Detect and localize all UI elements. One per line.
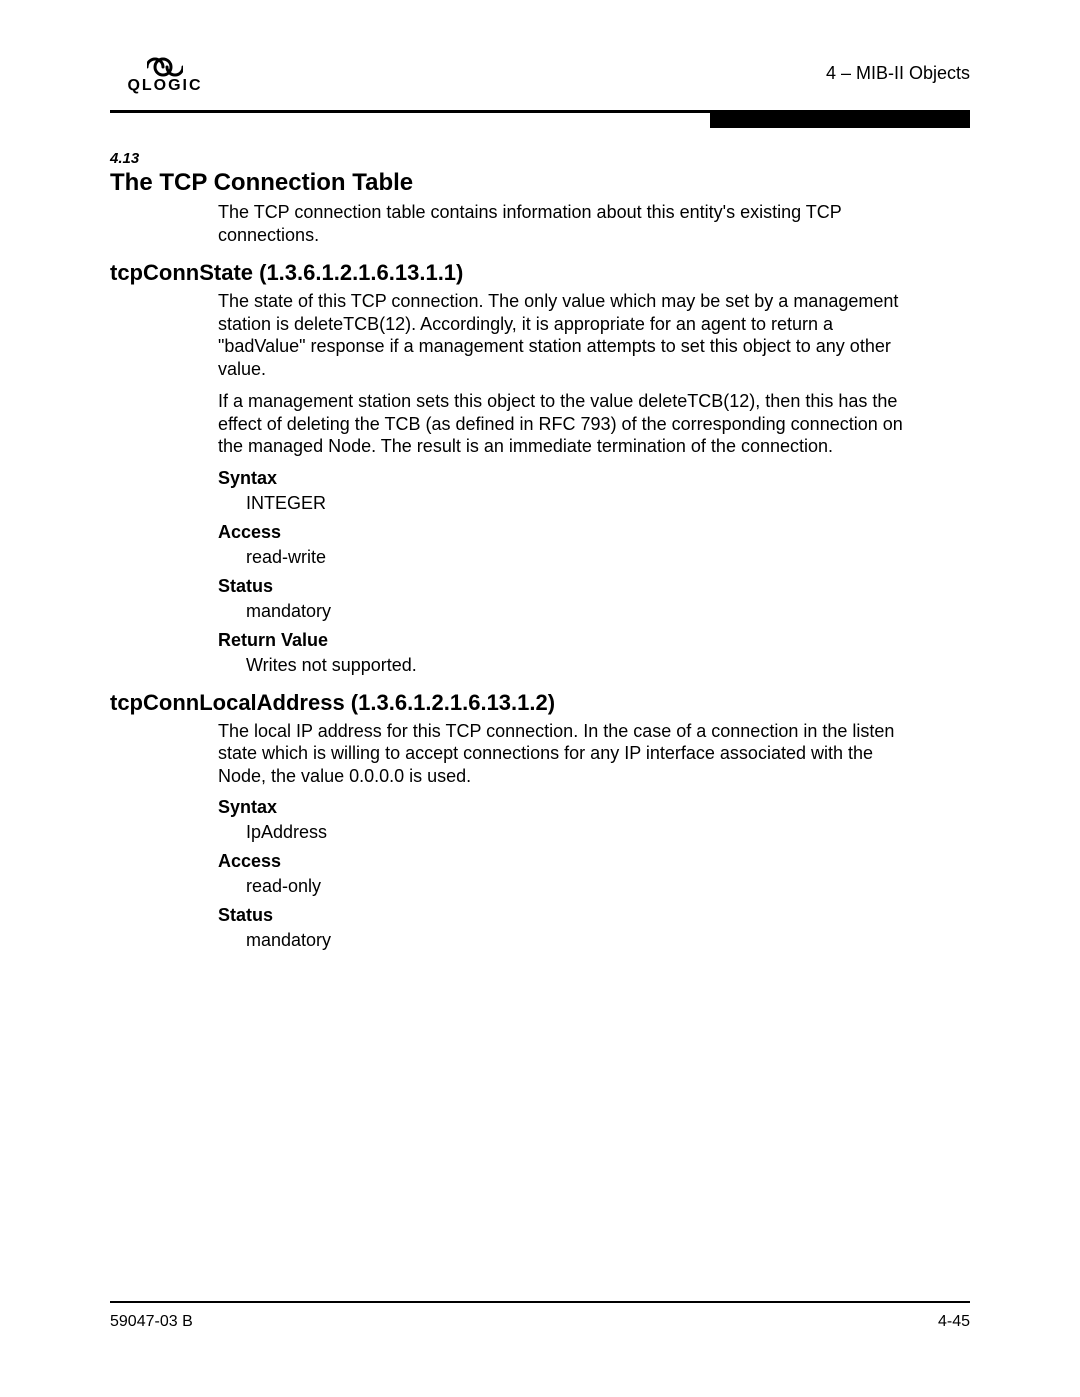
object2-para1: The local IP address for this TCP connec… <box>218 720 918 788</box>
content-area: 4.13 The TCP Connection Table The TCP co… <box>110 150 970 959</box>
syntax-value-2: IpAddress <box>246 822 918 843</box>
status-label-2: Status <box>218 905 918 926</box>
footer-page-number: 4-45 <box>938 1313 970 1331</box>
footer-rule <box>110 1301 970 1303</box>
qlogic-logo: QLOGIC <box>120 55 210 105</box>
status-value: mandatory <box>246 601 918 622</box>
status-value-2: mandatory <box>246 930 918 951</box>
syntax-label-2: Syntax <box>218 797 918 818</box>
section-title: The TCP Connection Table <box>110 169 970 197</box>
access-value: read-write <box>246 547 918 568</box>
object1-heading: tcpConnState (1.3.6.1.2.1.6.13.1.1) <box>110 260 970 286</box>
return-value-label: Return Value <box>218 630 918 651</box>
page-header: QLOGIC 4 – MIB-II Objects <box>110 55 970 110</box>
object1-para1: The state of this TCP connection. The on… <box>218 290 918 380</box>
page: QLOGIC 4 – MIB-II Objects 4.13 The TCP C… <box>110 55 970 1345</box>
section-number: 4.13 <box>110 150 970 167</box>
logo-text: QLOGIC <box>120 77 210 95</box>
footer-doc-number: 59047-03 B <box>110 1313 193 1331</box>
object1-para2: If a management station sets this object… <box>218 390 918 458</box>
access-label-2: Access <box>218 851 918 872</box>
access-label: Access <box>218 522 918 543</box>
header-black-box <box>710 110 970 128</box>
object1-body: The state of this TCP connection. The on… <box>218 290 918 676</box>
header-chapter-text: 4 – MIB-II Objects <box>826 63 970 84</box>
return-value-value: Writes not supported. <box>246 655 918 676</box>
section-intro-block: The TCP connection table contains inform… <box>218 201 918 246</box>
object2-heading: tcpConnLocalAddress (1.3.6.1.2.1.6.13.1.… <box>110 690 970 716</box>
syntax-label: Syntax <box>218 468 918 489</box>
object2-body: The local IP address for this TCP connec… <box>218 720 918 952</box>
syntax-value: INTEGER <box>246 493 918 514</box>
section-intro: The TCP connection table contains inform… <box>218 201 918 246</box>
access-value-2: read-only <box>246 876 918 897</box>
status-label: Status <box>218 576 918 597</box>
logo-icon <box>147 55 183 79</box>
